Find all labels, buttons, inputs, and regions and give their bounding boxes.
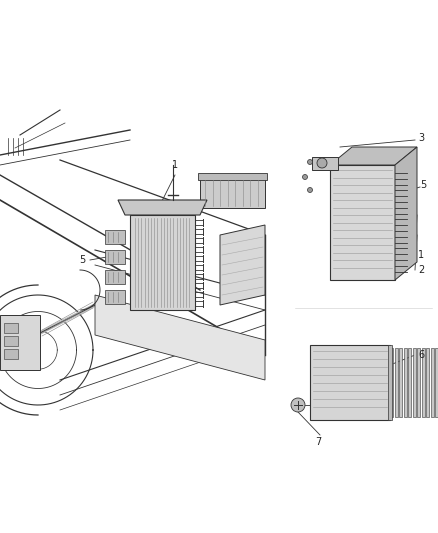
Polygon shape xyxy=(403,348,406,417)
Polygon shape xyxy=(417,348,420,417)
Polygon shape xyxy=(105,290,125,304)
Text: 7: 7 xyxy=(315,437,321,447)
Polygon shape xyxy=(105,250,125,264)
Polygon shape xyxy=(105,270,125,284)
Polygon shape xyxy=(330,147,417,165)
Polygon shape xyxy=(421,348,424,417)
Polygon shape xyxy=(200,178,265,208)
Polygon shape xyxy=(395,348,398,417)
Polygon shape xyxy=(198,173,267,180)
Polygon shape xyxy=(435,348,438,417)
Text: 5: 5 xyxy=(79,255,85,265)
Polygon shape xyxy=(130,215,195,310)
Polygon shape xyxy=(95,295,265,380)
Polygon shape xyxy=(388,345,392,420)
Bar xyxy=(4,336,18,346)
Polygon shape xyxy=(330,165,395,280)
Circle shape xyxy=(317,158,327,168)
Polygon shape xyxy=(312,157,338,170)
Bar xyxy=(4,349,18,359)
Bar xyxy=(4,323,18,333)
Polygon shape xyxy=(395,147,417,280)
Circle shape xyxy=(307,159,312,165)
Polygon shape xyxy=(220,225,265,305)
Circle shape xyxy=(307,188,312,192)
Polygon shape xyxy=(105,230,125,244)
Polygon shape xyxy=(431,348,434,417)
Text: 5: 5 xyxy=(420,180,426,190)
Text: 3: 3 xyxy=(418,133,424,143)
Polygon shape xyxy=(413,348,416,417)
Circle shape xyxy=(303,174,307,180)
Text: 2: 2 xyxy=(418,265,424,275)
Circle shape xyxy=(291,398,305,412)
Text: 1: 1 xyxy=(172,160,178,170)
Text: 6: 6 xyxy=(418,350,424,360)
Polygon shape xyxy=(0,315,40,370)
Polygon shape xyxy=(399,348,402,417)
Polygon shape xyxy=(118,200,207,215)
Polygon shape xyxy=(408,348,411,417)
Polygon shape xyxy=(310,345,390,420)
Text: 1: 1 xyxy=(418,250,424,260)
Polygon shape xyxy=(426,348,429,417)
Polygon shape xyxy=(390,348,393,417)
